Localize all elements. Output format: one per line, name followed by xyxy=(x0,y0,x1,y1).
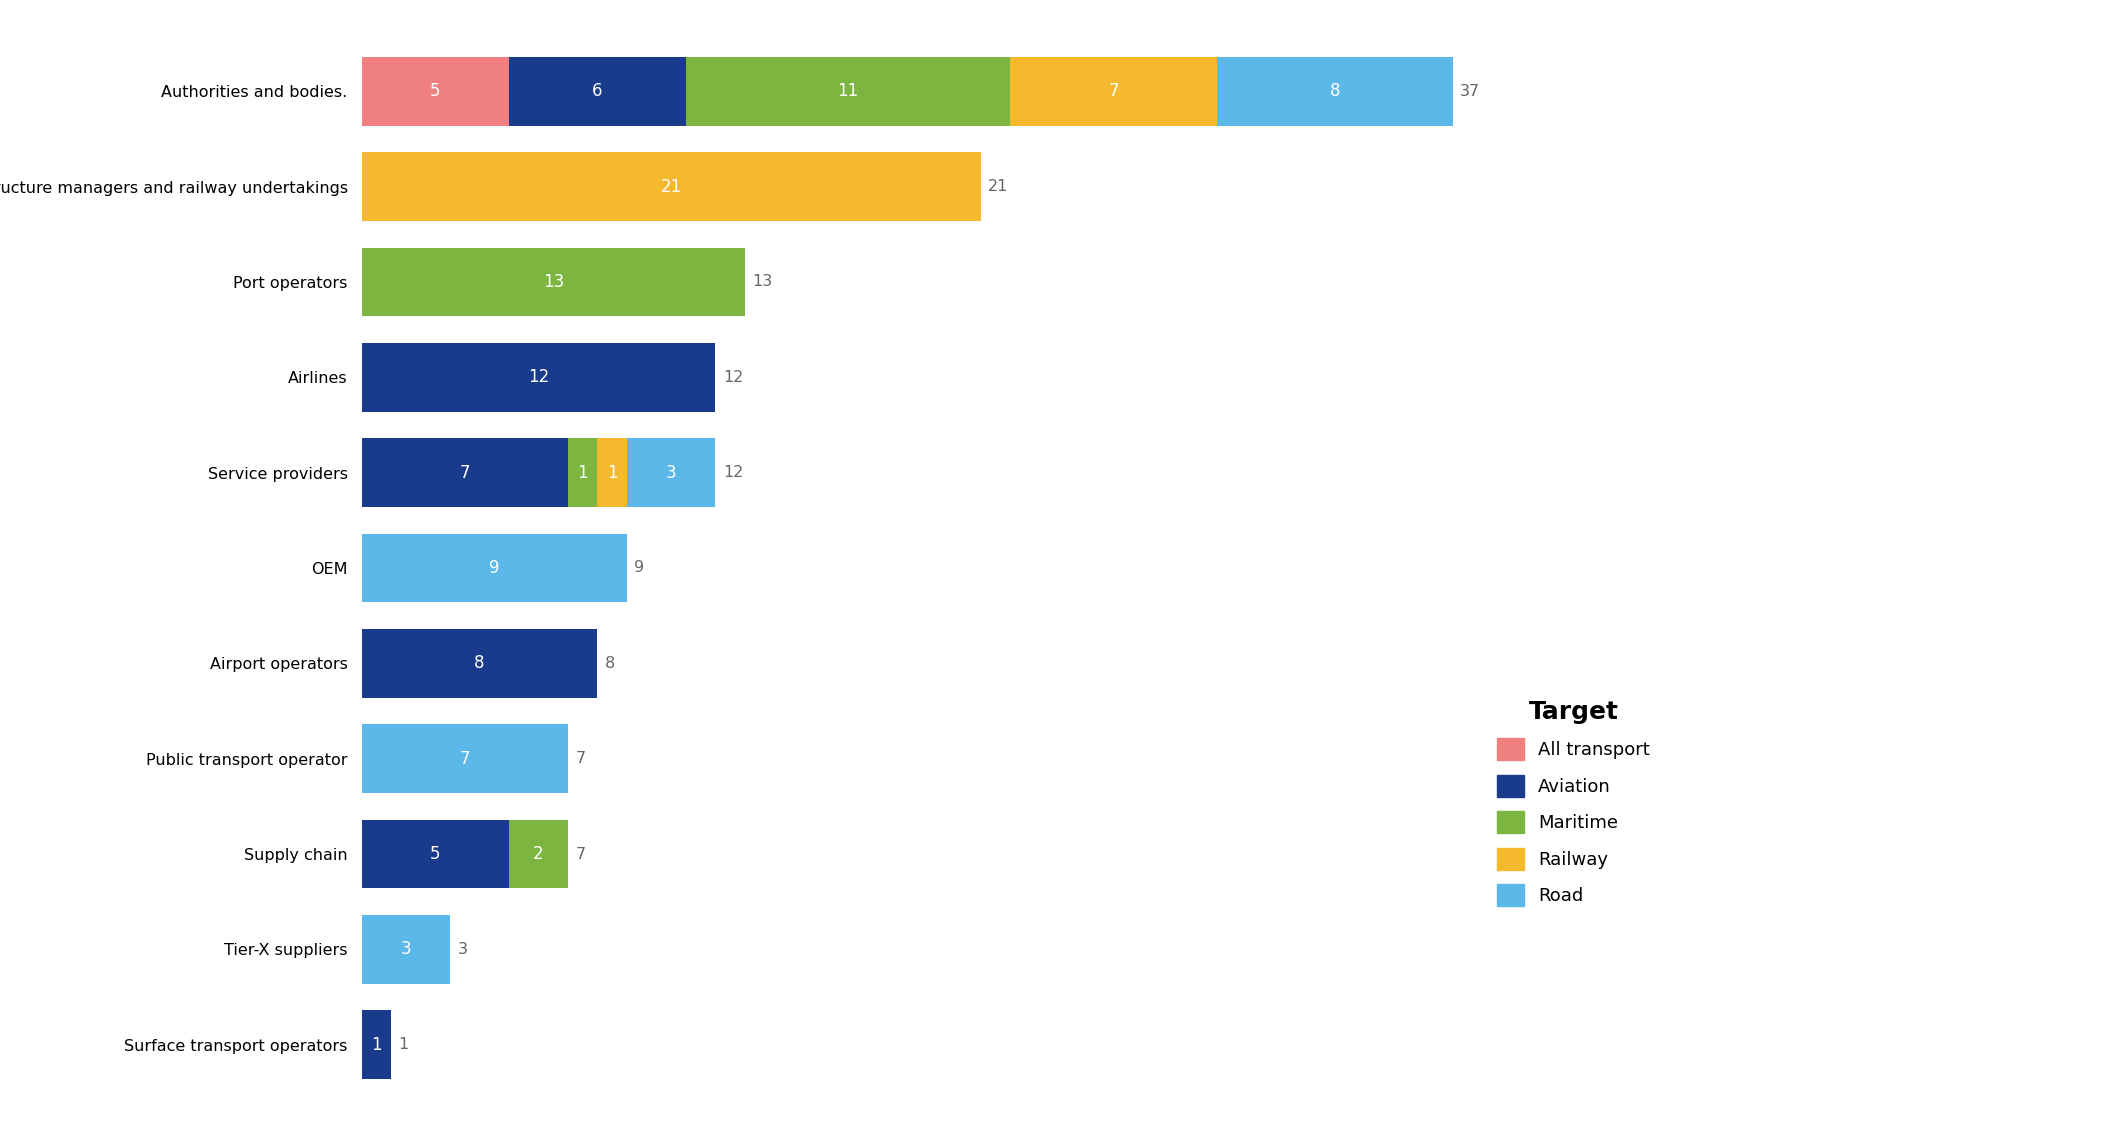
Text: 1: 1 xyxy=(370,1036,381,1054)
Text: 6: 6 xyxy=(591,82,602,100)
Text: 12: 12 xyxy=(527,368,549,386)
Text: 1: 1 xyxy=(576,463,587,482)
Text: 8: 8 xyxy=(474,654,485,673)
Text: 9: 9 xyxy=(634,560,644,576)
Bar xyxy=(1010,57,1217,126)
Text: 9: 9 xyxy=(489,559,500,577)
Bar xyxy=(508,57,685,126)
Text: 5: 5 xyxy=(430,82,440,100)
Text: 13: 13 xyxy=(542,273,564,291)
Text: 2: 2 xyxy=(534,845,545,863)
Text: 7: 7 xyxy=(459,463,470,482)
Bar xyxy=(362,725,568,793)
Text: 1: 1 xyxy=(606,463,617,482)
Bar xyxy=(362,248,744,316)
Bar xyxy=(362,629,598,698)
Bar xyxy=(362,1010,391,1079)
Text: 12: 12 xyxy=(723,465,742,481)
Bar xyxy=(685,57,1010,126)
Bar xyxy=(598,438,627,507)
Text: 8: 8 xyxy=(604,655,615,671)
Text: 8: 8 xyxy=(1329,82,1340,100)
Bar xyxy=(508,820,568,888)
Text: 13: 13 xyxy=(753,275,772,290)
Text: 11: 11 xyxy=(838,82,859,100)
Legend: All transport, Aviation, Maritime, Railway, Road: All transport, Aviation, Maritime, Railw… xyxy=(1497,700,1651,907)
Text: 7: 7 xyxy=(576,846,585,861)
Text: 3: 3 xyxy=(457,942,468,957)
Text: 37: 37 xyxy=(1459,84,1480,99)
Text: 3: 3 xyxy=(666,463,676,482)
Text: 21: 21 xyxy=(989,179,1008,194)
Text: 5: 5 xyxy=(430,845,440,863)
Text: 7: 7 xyxy=(1108,82,1119,100)
Bar xyxy=(362,820,508,888)
Bar xyxy=(627,438,715,507)
Text: 1: 1 xyxy=(398,1037,408,1052)
Text: 7: 7 xyxy=(459,750,470,768)
Bar xyxy=(362,438,568,507)
Bar xyxy=(568,438,598,507)
Bar xyxy=(1217,57,1453,126)
Bar xyxy=(362,534,627,602)
Text: 12: 12 xyxy=(723,370,742,385)
Text: 7: 7 xyxy=(576,751,585,766)
Bar xyxy=(362,152,981,220)
Bar xyxy=(362,343,715,411)
Bar xyxy=(362,914,451,984)
Text: 3: 3 xyxy=(400,941,411,959)
Bar xyxy=(362,57,508,126)
Text: 21: 21 xyxy=(661,177,683,195)
